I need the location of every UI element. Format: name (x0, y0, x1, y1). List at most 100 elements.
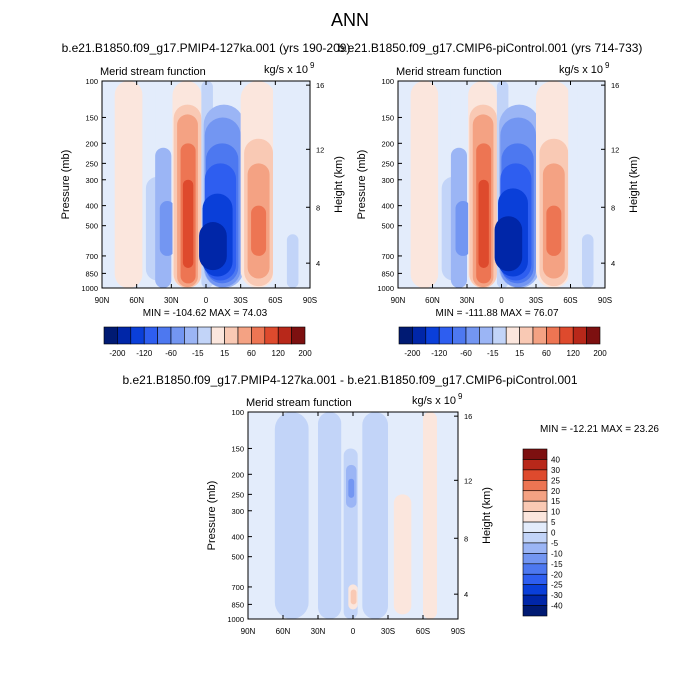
colorbar-box (479, 326, 494, 345)
contour-cell (199, 222, 227, 271)
contour-cell (182, 179, 194, 268)
x-tick-label: 0 (351, 627, 356, 636)
colorbar-box (170, 326, 185, 345)
colorbar-label: -60 (460, 349, 472, 358)
panel-1: b.e21.B1850.f09_g17.PMIP4-127ka.001 (yrs… (60, 41, 350, 358)
units-exponent: 9 (458, 392, 463, 401)
contour-cell (102, 81, 115, 288)
y-tick-label: 100 (85, 77, 98, 86)
y-right-tick-label: 4 (316, 259, 320, 268)
colorbar-box (492, 326, 507, 345)
contour-cell (308, 412, 318, 619)
colorbar-label: -10 (551, 549, 563, 558)
colorbar-box (522, 532, 548, 544)
x-tick-label: 30S (381, 627, 395, 636)
y-tick-label: 300 (85, 176, 98, 185)
y-tick-label: 500 (85, 222, 98, 231)
colorbar-label: 15 (220, 349, 229, 358)
colorbar-box (184, 326, 199, 345)
contour-cell (546, 205, 562, 256)
colorbar: -200 -120 -60 -15 15 60 120 200 (103, 326, 312, 358)
y-tick-label: 200 (85, 139, 98, 148)
colorbar-label: 120 (567, 349, 581, 358)
colorbar-label: -20 (551, 570, 563, 579)
colorbar-label: 10 (551, 508, 560, 517)
y-tick-label: 250 (85, 159, 98, 168)
y-tick-label: 250 (231, 490, 244, 499)
colorbar-label: -30 (551, 591, 563, 600)
colorbar-box (522, 480, 548, 492)
min-max-stats: MIN = -104.62 MAX = 74.03 (143, 308, 268, 319)
contour-cell (437, 412, 458, 619)
colorbar-box (251, 326, 266, 345)
colorbar-box (546, 326, 561, 345)
colorbar-label: 60 (247, 349, 256, 358)
units-exponent: 9 (605, 61, 610, 70)
y-right-tick-label: 8 (611, 203, 615, 212)
x-tick-label: 0 (204, 296, 209, 305)
panel-title: b.e21.B1850.f09_g17.CMIP6-piControl.001 … (338, 41, 643, 55)
contour-cell (423, 412, 437, 619)
colorbar-label: 0 (551, 529, 556, 538)
colorbar-box (559, 326, 574, 345)
x-tick-label: 60S (268, 296, 282, 305)
y-right-tick-label: 4 (464, 590, 468, 599)
y-axis-title: Pressure (mb) (60, 150, 72, 220)
colorbar-label: 60 (542, 349, 551, 358)
colorbar-box (522, 521, 548, 533)
colorbar-box (522, 469, 548, 481)
x-tick-label: 30S (529, 296, 543, 305)
colorbar-label: -40 (551, 602, 563, 611)
colorbar-label: -60 (165, 349, 177, 358)
y-tick-label: 150 (85, 113, 98, 122)
x-tick-label: 90S (303, 296, 317, 305)
colorbar-label: -120 (136, 349, 153, 358)
y-tick-label: 500 (231, 553, 244, 562)
colorbar-box (452, 326, 467, 345)
y-axis-title: Pressure (mb) (206, 481, 218, 551)
contour-cell (248, 412, 275, 619)
contour-cell (398, 81, 411, 288)
contour-cell (494, 216, 523, 272)
contour-cell (362, 412, 388, 619)
colorbar-box (237, 326, 252, 345)
y-tick-label: 150 (231, 444, 244, 453)
colorbar-box (522, 594, 548, 606)
y-tick-label: 500 (381, 222, 394, 231)
contour-cell (274, 412, 309, 619)
colorbar-box (157, 326, 172, 345)
colorbar-label: -5 (551, 539, 559, 548)
colorbar-label: 200 (298, 349, 312, 358)
contour-field (398, 81, 605, 288)
x-tick-label: 30S (234, 296, 248, 305)
colorbar-box (522, 459, 548, 471)
panel-subtitle: Merid stream function (396, 66, 502, 78)
units-label: kg/s x 10 (559, 64, 603, 76)
colorbar-box (522, 511, 548, 523)
min-max-stats: MIN = -12.21 MAX = 23.26 (540, 424, 659, 435)
contour-cell (286, 234, 299, 288)
contour-cell (582, 234, 594, 288)
colorbar-box (264, 326, 279, 345)
y-tick-label: 850 (85, 269, 98, 278)
colorbar-box (425, 326, 440, 345)
y-tick-label: 250 (381, 159, 394, 168)
x-tick-label: 60S (416, 627, 430, 636)
units-exponent: 9 (310, 61, 315, 70)
colorbar-label: -200 (404, 349, 421, 358)
panel-title: b.e21.B1850.f09_g17.PMIP4-127ka.001 - b.… (123, 373, 578, 387)
y-right-tick-label: 16 (464, 412, 472, 421)
colorbar-box (522, 573, 548, 585)
page-title: ANN (330, 10, 369, 30)
x-tick-label: 60N (276, 627, 291, 636)
y-right-tick-label: 8 (464, 534, 468, 543)
y-right-axis-title: Height (km) (481, 487, 493, 544)
panel-title: b.e21.B1850.f09_g17.PMIP4-127ka.001 (yrs… (62, 41, 351, 55)
y-tick-label: 300 (231, 507, 244, 516)
colorbar-box (143, 326, 158, 345)
colorbar-box (224, 326, 239, 345)
y-tick-label: 1000 (81, 284, 98, 293)
colorbar-box (586, 326, 601, 345)
units-label: kg/s x 10 (264, 64, 308, 76)
